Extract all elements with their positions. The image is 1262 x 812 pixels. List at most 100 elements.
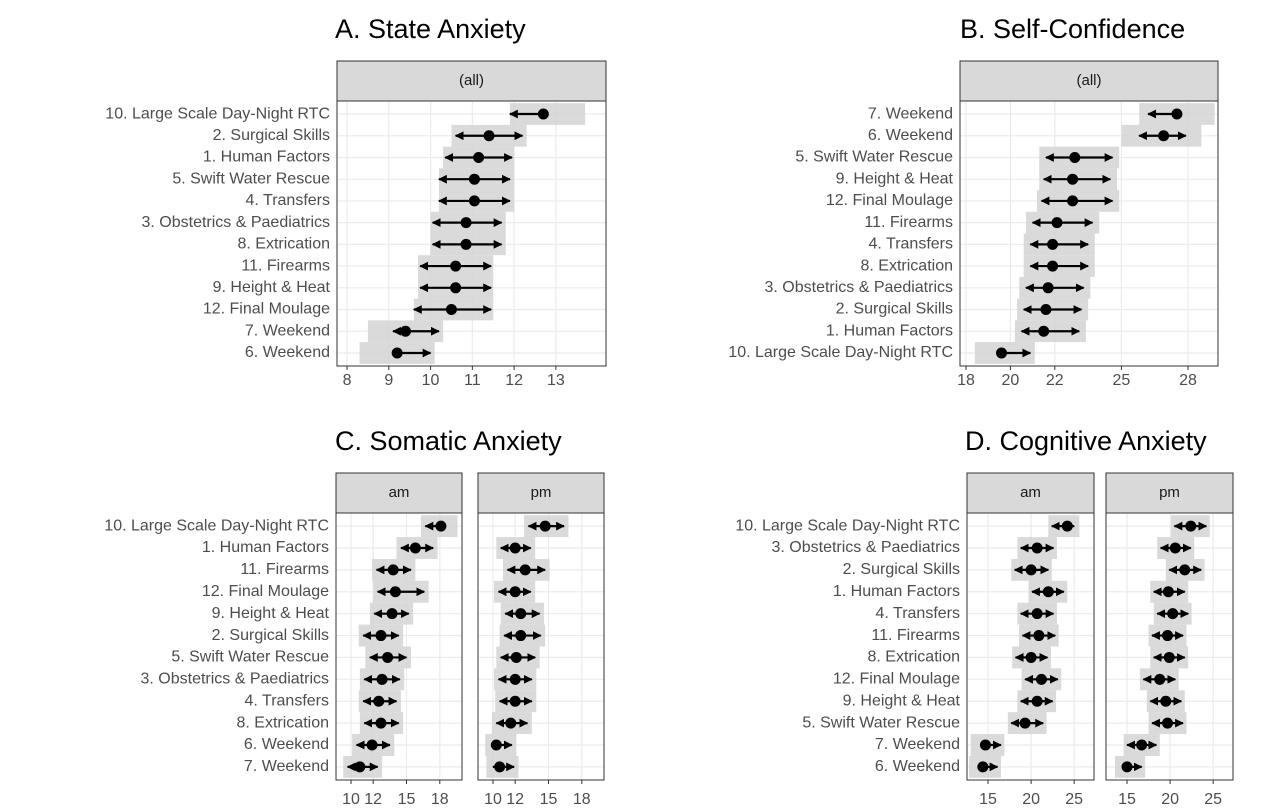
- strip-label: pm: [1159, 484, 1180, 501]
- category-label: 8. Extrication: [238, 236, 330, 253]
- point: [445, 304, 457, 316]
- point: [1033, 630, 1045, 642]
- point: [1042, 586, 1054, 598]
- panel-border: [477, 512, 605, 781]
- category-label: 7. Weekend: [245, 322, 330, 339]
- point: [1169, 542, 1181, 554]
- point: [483, 130, 495, 142]
- point: [1025, 564, 1037, 576]
- x-tick-label: 20: [1022, 791, 1040, 808]
- panel-border: [1105, 512, 1234, 781]
- point: [977, 761, 989, 773]
- point: [460, 238, 472, 250]
- point: [409, 542, 421, 554]
- strip-label: pm: [531, 484, 552, 501]
- category-label: 7. Weekend: [868, 105, 953, 122]
- category-label: 3. Obstetrics & Paediatrics: [140, 671, 329, 688]
- point: [1051, 217, 1063, 229]
- category-label: 8. Extrication: [868, 649, 960, 666]
- point: [435, 520, 447, 532]
- point: [537, 108, 549, 120]
- point: [391, 347, 403, 359]
- category-label: 6. Weekend: [875, 758, 960, 775]
- category-label: 6. Weekend: [245, 344, 330, 361]
- x-tick-label: 9: [384, 372, 393, 389]
- point: [1061, 520, 1073, 532]
- x-tick-label: 15: [398, 791, 416, 808]
- category-label: 4. Transfers: [245, 692, 329, 709]
- point: [1047, 260, 1059, 272]
- x-tick-label: 18: [957, 372, 975, 389]
- x-tick-label: 15: [540, 791, 558, 808]
- point: [375, 717, 387, 729]
- panel-border: [336, 100, 607, 367]
- category-label: 11. Firearms: [241, 257, 330, 274]
- category-label: 12. Final Moulage: [203, 301, 330, 318]
- category-label: 5. Swift Water Rescue: [795, 149, 953, 166]
- x-tick-label: 10: [342, 791, 360, 808]
- category-label: 8. Extrication: [861, 257, 953, 274]
- point: [1067, 173, 1079, 185]
- point: [450, 260, 462, 272]
- category-label: 6. Weekend: [868, 127, 953, 144]
- category-label: 5. Swift Water Rescue: [802, 714, 960, 731]
- strip-label: (all): [1077, 72, 1102, 89]
- point: [1163, 651, 1175, 663]
- point: [389, 586, 401, 598]
- point: [539, 520, 551, 532]
- x-tick-label: 28: [1179, 372, 1197, 389]
- x-tick-label: 11: [464, 372, 481, 389]
- point: [1162, 717, 1174, 729]
- category-label: 9. Height & Heat: [212, 605, 330, 622]
- strip: [477, 472, 605, 514]
- point: [1162, 586, 1174, 598]
- x-tick-label: 25: [1065, 791, 1083, 808]
- category-label: 1. Human Factors: [202, 539, 329, 556]
- category-label: 10. Large Scale Day-Night RTC: [735, 517, 960, 534]
- point: [1121, 761, 1133, 773]
- point: [1035, 673, 1047, 685]
- point: [1025, 651, 1037, 663]
- category-label: 9. Height & Heat: [213, 279, 331, 296]
- strip-label: am: [1020, 484, 1041, 501]
- point: [468, 173, 480, 185]
- strip: [336, 60, 607, 102]
- chart-title: A. State Anxiety: [335, 14, 526, 44]
- category-label: 3. Obstetrics & Paediatrics: [771, 539, 960, 556]
- x-tick-label: 18: [573, 791, 591, 808]
- category-label: 3. Obstetrics & Paediatrics: [764, 279, 953, 296]
- point: [1067, 195, 1079, 207]
- point: [386, 608, 398, 620]
- point: [387, 564, 399, 576]
- point: [1160, 695, 1172, 707]
- x-tick-label: 20: [1002, 372, 1020, 389]
- x-tick-label: 18: [431, 791, 449, 808]
- point: [1042, 282, 1054, 294]
- point: [1158, 130, 1170, 142]
- x-tick-label: 25: [1113, 372, 1131, 389]
- point: [473, 151, 485, 163]
- category-label: 4. Transfers: [246, 192, 330, 209]
- point: [490, 739, 502, 751]
- point: [1167, 608, 1179, 620]
- point: [354, 761, 366, 773]
- category-label: 12. Final Moulage: [202, 583, 329, 600]
- x-tick-label: 20: [1161, 791, 1179, 808]
- point: [1038, 325, 1050, 337]
- point: [1047, 238, 1059, 250]
- strip-label: (all): [459, 72, 484, 89]
- category-label: 2. Surgical Skills: [212, 627, 329, 644]
- category-label: 9. Height & Heat: [843, 692, 961, 709]
- point: [400, 325, 412, 337]
- point: [1031, 608, 1043, 620]
- category-label: 7. Weekend: [244, 758, 329, 775]
- category-label: 3. Obstetrics & Paediatrics: [141, 214, 330, 231]
- category-label: 1. Human Factors: [203, 149, 330, 166]
- strip-label: am: [389, 484, 410, 501]
- point: [1136, 739, 1148, 751]
- category-label: 10. Large Scale Day-Night RTC: [105, 105, 330, 122]
- category-label: 11. Firearms: [240, 561, 329, 578]
- point: [509, 673, 521, 685]
- x-tick-label: 8: [343, 372, 352, 389]
- panel-border: [335, 512, 463, 781]
